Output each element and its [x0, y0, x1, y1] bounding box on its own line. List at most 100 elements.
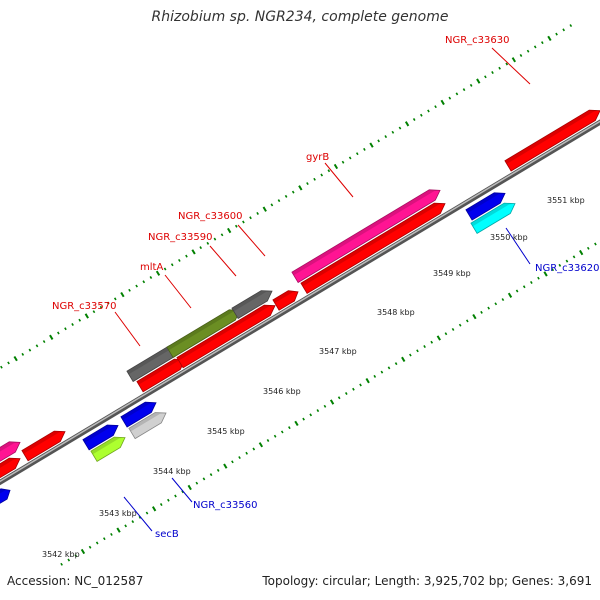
- tick-mark: [515, 289, 519, 293]
- tick-mark: [270, 203, 274, 207]
- tick-mark: [142, 280, 146, 284]
- tick-mark: [526, 49, 530, 53]
- tick-mark: [530, 280, 533, 284]
- tick-mark: [13, 355, 18, 362]
- backbone-highlight: [0, 120, 600, 483]
- tick-mark: [74, 554, 78, 558]
- tick-mark: [420, 113, 423, 117]
- scale-label: 3548 kbp: [377, 308, 415, 317]
- gene-blue-c: [465, 192, 506, 221]
- tick-mark: [487, 306, 490, 310]
- gene-label: mltA: [140, 262, 163, 273]
- tick-mark: [594, 242, 597, 246]
- tick-mark: [333, 163, 339, 170]
- tick-mark: [88, 545, 92, 549]
- tick-mark: [323, 404, 327, 408]
- gene-blue-far-left: [0, 488, 11, 504]
- gene-blue-c-bevel: [465, 192, 505, 213]
- tick-mark: [128, 288, 131, 292]
- tick-mark: [149, 276, 153, 279]
- tick-mark: [373, 374, 377, 378]
- tick-mark: [288, 426, 291, 430]
- tick-mark: [0, 365, 3, 369]
- gene-ngr-c33630: [504, 109, 600, 172]
- tick-mark: [398, 126, 402, 130]
- tick-mark: [555, 32, 558, 36]
- gene-secb-bevel: [90, 437, 125, 455]
- gene-red-b-bevel: [176, 305, 275, 361]
- gene-label: NGR_c33620: [535, 263, 600, 274]
- gene-labels: NGR_c33630 gyrB NGR_c33600 NGR_c33590 mltA NG…: [52, 35, 600, 540]
- scale-label: 3543 kbp: [99, 509, 137, 518]
- tick-mark: [494, 302, 498, 306]
- tick-mark: [238, 456, 241, 460]
- tick-mark: [245, 451, 248, 455]
- tick-mark: [110, 532, 113, 536]
- tick-mark: [306, 182, 309, 186]
- gene-red-left-bevel: [21, 431, 65, 454]
- gene-red-b: [176, 304, 276, 369]
- tick-mark: [401, 356, 406, 362]
- leader-line: [171, 477, 193, 503]
- tick-mark: [234, 224, 238, 228]
- scale-label: 3550 kbp: [490, 233, 528, 242]
- gene-label: NGR_c33570: [52, 301, 117, 312]
- tick-mark: [337, 396, 341, 400]
- tick-mark: [163, 267, 167, 271]
- tick-mark: [273, 434, 277, 438]
- tick-mark: [522, 285, 526, 289]
- tick-mark: [507, 292, 513, 298]
- tick-mark: [384, 135, 388, 139]
- tick-mark: [537, 276, 540, 280]
- tick-mark: [266, 438, 270, 442]
- tick-mark: [455, 92, 459, 96]
- tick-mark: [423, 345, 426, 349]
- tick-mark: [430, 340, 434, 344]
- tick-mark: [562, 28, 566, 32]
- tick-mark: [394, 362, 398, 366]
- tick-mark: [409, 353, 412, 357]
- tick-mark: [277, 199, 281, 203]
- genome-summary-text: Topology: circular; Length: 3,925,702 bp…: [262, 574, 592, 588]
- tick-mark: [448, 96, 452, 100]
- tick-mark: [484, 75, 487, 79]
- tick-mark: [412, 118, 416, 121]
- tick-mark: [21, 352, 25, 356]
- gene-gyrb-bevel: [291, 189, 440, 276]
- scale-label: 3547 kbp: [319, 347, 357, 356]
- tick-mark: [280, 430, 284, 434]
- tick-mark: [586, 246, 590, 250]
- tick-mark: [120, 291, 125, 298]
- gene-red-left: [21, 430, 66, 462]
- tick-mark: [223, 463, 228, 469]
- gene-gyrb-body: [291, 189, 441, 284]
- scale-labels: 3542 kbp 3543 kbp 3544 kbp 3545 kbp 3546 kbp…: [42, 196, 585, 559]
- gene-label: NGR_c33590: [148, 232, 213, 243]
- scale-label: 3551 kbp: [547, 196, 585, 205]
- leader-line: [209, 245, 237, 277]
- tick-mark: [579, 249, 584, 256]
- gene-secb: [90, 436, 126, 462]
- tick-mark: [92, 310, 96, 314]
- scale-label: 3542 kbp: [42, 550, 80, 559]
- tick-mark: [569, 24, 573, 28]
- gene-label: NGR_c33600: [178, 211, 243, 222]
- tick-mark: [320, 173, 324, 177]
- gene-ngr-c33630-bevel: [504, 110, 600, 164]
- tick-mark: [113, 297, 117, 301]
- gene-ngr-c33570-bevel: [126, 345, 180, 375]
- tick-mark: [256, 211, 259, 215]
- tick-mark: [135, 284, 138, 288]
- tick-mark: [469, 83, 473, 87]
- tick-mark: [369, 142, 374, 148]
- tick-mark: [565, 259, 569, 263]
- tick-mark: [284, 194, 288, 198]
- tick-mark: [151, 506, 157, 512]
- gene-red-far-left-bevel: [0, 458, 20, 468]
- gene-label: gyrB: [306, 152, 329, 163]
- gene-red-a-bevel: [136, 359, 185, 385]
- tick-mark: [7, 361, 10, 365]
- gene-red-gyr-body: [300, 202, 446, 294]
- gene-pink-left-bevel: [0, 441, 20, 452]
